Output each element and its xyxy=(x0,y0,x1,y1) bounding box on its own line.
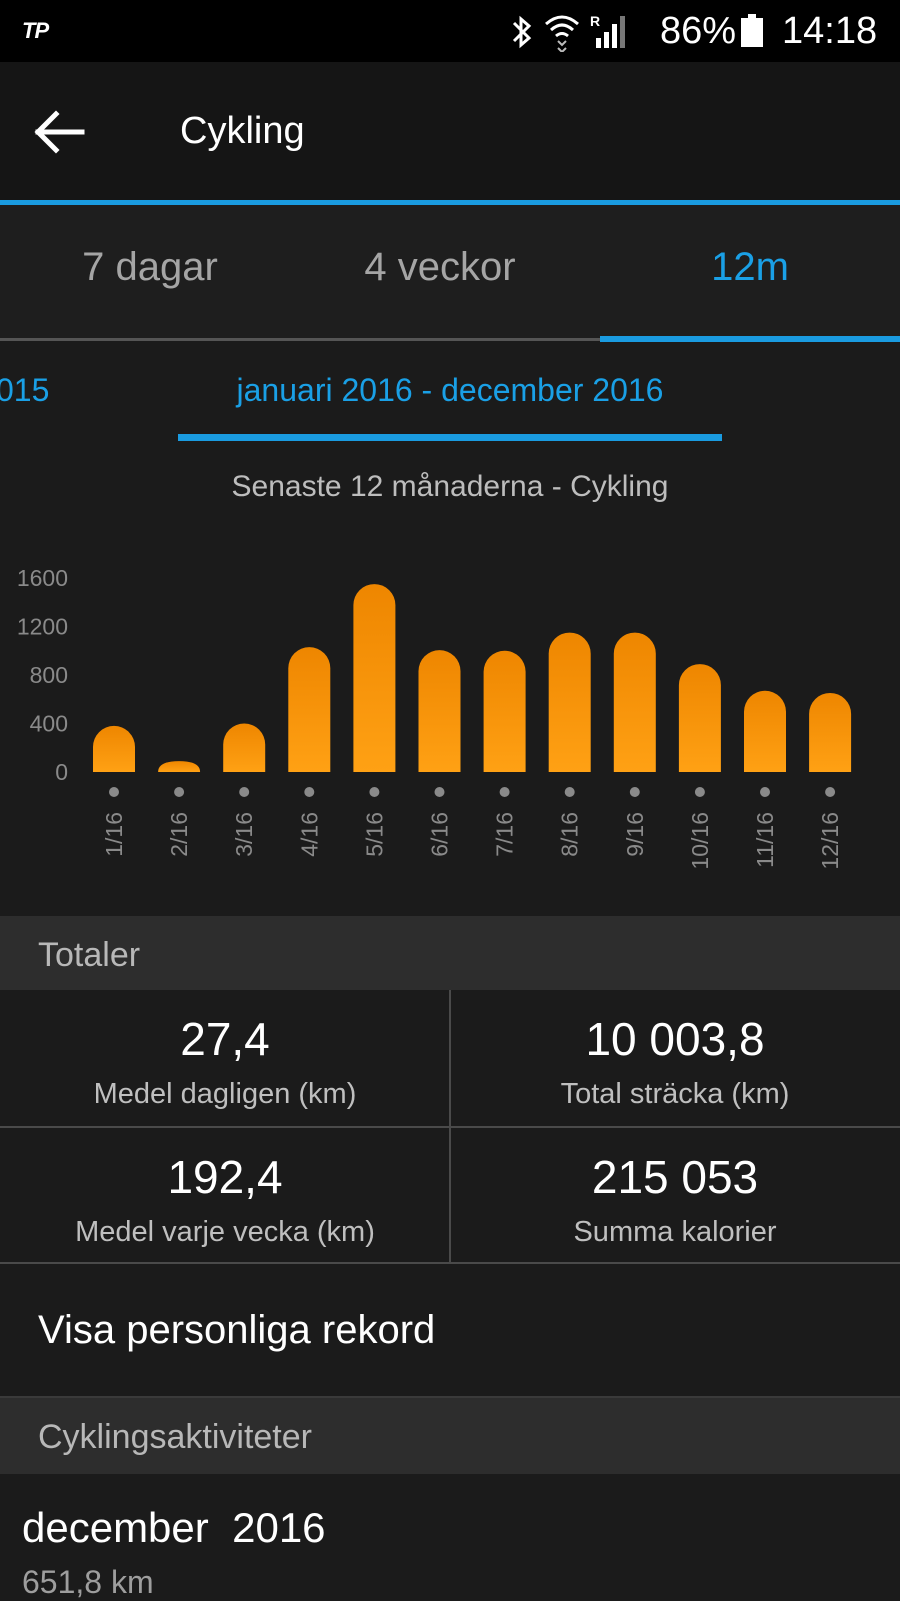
x-tick-label: 4/16 xyxy=(296,812,322,857)
y-tick-label: 800 xyxy=(30,662,68,688)
personal-records-label: Visa personliga rekord xyxy=(38,1308,436,1352)
activity-item[interactable]: december 2016 651,8 km xyxy=(0,1474,900,1600)
chart-bar[interactable] xyxy=(744,690,786,772)
records-divider xyxy=(0,1396,900,1398)
signal-roaming-icon: R xyxy=(590,13,625,48)
stat-label: Total sträcka (km) xyxy=(560,1078,790,1110)
x-tick-label: 11/16 xyxy=(752,812,778,868)
x-tick-label: 8/16 xyxy=(557,812,583,857)
current-range-underline xyxy=(178,434,722,441)
stat-value: 215 053 xyxy=(591,1151,759,1203)
activity-distance: 651,8 km xyxy=(22,1564,154,1600)
active-tab-indicator xyxy=(600,336,900,342)
y-tick-label: 1600 xyxy=(17,565,68,591)
stat-value: 10 003,8 xyxy=(585,1013,765,1065)
battery-icon xyxy=(741,14,763,47)
stat-weekly-average: 192,4 Medel varje vecka (km) xyxy=(0,1128,450,1264)
bluetooth-icon xyxy=(512,15,532,49)
status-bar: TP R 86% 14:18 xyxy=(0,0,900,62)
x-tick-label: 6/16 xyxy=(427,812,453,857)
stats-divider-bottom xyxy=(0,1262,900,1264)
totals-header-label: Totaler xyxy=(38,936,141,974)
x-tick-label: 3/16 xyxy=(231,812,257,857)
stat-total-calories: 215 053 Summa kalorier xyxy=(450,1128,900,1264)
chart-bar[interactable] xyxy=(548,632,591,772)
stat-value: 192,4 xyxy=(167,1151,283,1203)
current-range[interactable]: januari 2016 - december 2016 xyxy=(236,372,664,408)
stat-value: 27,4 xyxy=(180,1013,270,1065)
y-tick-label: 1200 xyxy=(17,614,68,640)
stat-label: Medel dagligen (km) xyxy=(93,1078,357,1110)
stat-total-distance: 10 003,8 Total sträcka (km) xyxy=(450,990,900,1126)
personal-records-link[interactable]: Visa personliga rekord xyxy=(0,1266,900,1396)
x-tick-label: 7/16 xyxy=(492,812,518,857)
activities-header: Cyklingsaktiviteter xyxy=(0,1398,900,1474)
x-tick-label: 9/16 xyxy=(622,812,648,857)
x-tick-dot xyxy=(499,787,510,797)
x-tick-label: 1/16 xyxy=(101,812,127,857)
chart-bar[interactable] xyxy=(353,584,396,772)
page-title: Cykling xyxy=(180,110,305,152)
x-tick-dot xyxy=(304,787,315,797)
chart-bar[interactable] xyxy=(613,632,656,772)
x-tick-label: 12/16 xyxy=(817,812,843,870)
chart-subtitle: Senaste 12 månaderna - Cykling xyxy=(231,470,669,503)
chart-bar[interactable] xyxy=(809,692,852,772)
battery-percent: 86% xyxy=(660,10,737,52)
tab-12m[interactable]: 12m xyxy=(711,245,789,289)
tabs-baseline xyxy=(0,338,900,341)
monthly-distance-chart: 1600 1200 800 400 0 1/16 2/16 3/16 4/16 5/16 6/16… xyxy=(17,565,852,870)
totals-header: Totaler xyxy=(0,916,900,990)
tab-4-veckor[interactable]: 4 veckor xyxy=(364,245,516,289)
x-tick-dot xyxy=(239,787,250,797)
activity-title: december 2016 xyxy=(22,1504,326,1551)
x-tick-label: 2/16 xyxy=(166,812,192,857)
stat-label: Medel varje vecka (km) xyxy=(75,1216,375,1248)
chart-bar[interactable] xyxy=(678,664,721,772)
x-tick-label: 5/16 xyxy=(361,812,387,857)
status-time: 14:18 xyxy=(782,10,878,52)
period-tabs: 7 dagar 4 veckor 12m xyxy=(0,205,900,342)
stat-daily-average: 27,4 Medel dagligen (km) xyxy=(0,990,450,1126)
y-tick-label: 400 xyxy=(30,711,68,737)
chart-bar[interactable] xyxy=(483,650,526,772)
arrow-left-icon[interactable] xyxy=(34,110,86,154)
chart-bar[interactable] xyxy=(93,725,135,772)
x-tick-label: 10/16 xyxy=(687,812,713,870)
x-tick-dot xyxy=(109,787,119,797)
stat-label: Summa kalorier xyxy=(573,1216,777,1248)
app-bar-divider xyxy=(0,200,900,205)
carrier-logo: TP xyxy=(22,18,49,43)
x-tick-dot xyxy=(564,787,575,797)
app-bar: Cykling xyxy=(0,62,900,200)
activities-header-label: Cyklingsaktiviteter xyxy=(38,1418,312,1456)
y-tick-label: 0 xyxy=(55,759,68,785)
stats-divider-middle xyxy=(0,1126,900,1128)
chart-bar[interactable] xyxy=(223,723,266,773)
chart-bar[interactable] xyxy=(158,761,201,772)
wifi-icon xyxy=(545,15,579,52)
chart-bar[interactable] xyxy=(288,647,331,772)
x-tick-dot xyxy=(629,787,640,797)
svg-text:R: R xyxy=(590,13,600,29)
x-tick-dot xyxy=(174,787,185,797)
previous-range[interactable]: 015 xyxy=(0,372,50,408)
x-tick-dot xyxy=(694,787,705,797)
x-tick-dot xyxy=(369,787,380,797)
x-tick-dot xyxy=(825,787,836,797)
chart-bar[interactable] xyxy=(418,650,461,772)
x-tick-dot xyxy=(760,787,770,797)
tab-7-dagar[interactable]: 7 dagar xyxy=(82,245,218,289)
x-tick-dot xyxy=(434,787,445,797)
